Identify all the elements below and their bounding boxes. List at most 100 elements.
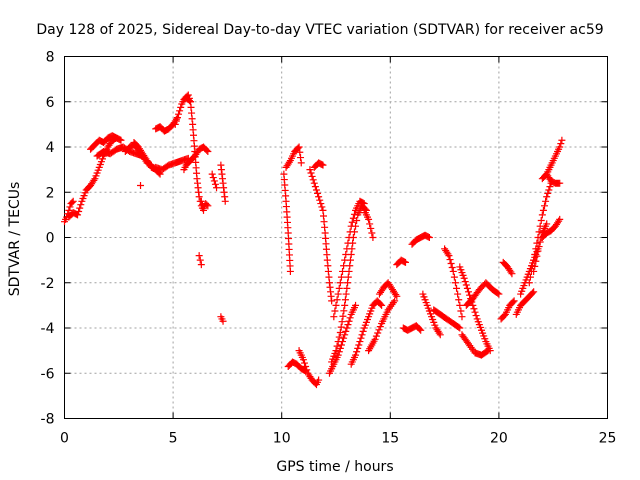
data-point-marker: [338, 318, 346, 326]
data-point-marker: [344, 321, 352, 329]
data-point-marker: [556, 143, 564, 151]
series-t29: [375, 279, 401, 300]
data-point-marker: [510, 297, 518, 305]
data-point-marker: [525, 279, 533, 287]
series-t32: [408, 231, 433, 248]
data-point-marker: [391, 297, 399, 305]
data-point-marker: [352, 301, 360, 309]
data-point-marker: [355, 341, 363, 349]
data-point-marker: [68, 198, 76, 206]
data-point-marker: [376, 323, 384, 331]
data-point-marker: [469, 301, 477, 309]
data-point-marker: [345, 267, 353, 275]
series-t05: [121, 141, 155, 169]
data-point-marker: [348, 245, 356, 253]
data-point-marker: [417, 326, 425, 334]
data-point-marker: [555, 217, 563, 225]
data-point-marker: [173, 114, 181, 122]
axis-ticks: 0 5 10 15 20 25 -8 -6 -4 -2 0 2 4 6 8: [41, 50, 617, 447]
data-point-marker: [371, 335, 379, 343]
data-point-marker: [556, 215, 564, 223]
data-point-marker: [472, 312, 480, 320]
series-t17: [280, 170, 294, 275]
data-point-marker: [495, 290, 503, 298]
data-point-marker: [65, 206, 73, 214]
data-point-marker: [66, 203, 74, 211]
data-point-marker: [195, 193, 203, 201]
data-point-marker: [334, 338, 342, 346]
data-point-marker: [90, 176, 98, 184]
data-point-marker: [352, 351, 360, 359]
data-point-marker: [357, 334, 365, 342]
data-point-marker: [346, 314, 354, 322]
data-point-marker: [334, 290, 342, 298]
series-t24: [330, 197, 368, 321]
series-t14: [208, 170, 221, 192]
data-point-marker: [306, 166, 314, 174]
data-point-marker: [483, 347, 491, 355]
x-tick-label: 10: [273, 431, 291, 447]
data-point-marker: [393, 292, 401, 300]
data-point-marker: [450, 273, 458, 281]
data-point-marker: [204, 202, 212, 210]
data-point-marker: [77, 201, 85, 209]
series-t22: [310, 159, 327, 171]
data-point-marker: [454, 290, 462, 298]
data-point-marker: [447, 260, 455, 268]
data-point-marker: [337, 273, 345, 281]
data-point-marker: [349, 234, 357, 241]
data-point-marker: [366, 220, 374, 228]
series-t31: [399, 322, 425, 334]
series-t28: [365, 297, 399, 355]
data-point-marker: [435, 329, 443, 337]
data-point-marker: [448, 263, 456, 271]
data-point-marker: [74, 211, 82, 219]
data-point-marker: [532, 257, 540, 265]
series-t33: [419, 290, 444, 339]
data-point-marker: [369, 234, 377, 241]
series-t25: [328, 202, 370, 366]
data-point-marker: [341, 331, 349, 339]
data-point-marker: [533, 252, 541, 260]
data-point-marker: [531, 262, 539, 270]
data-point-marker: [333, 296, 341, 304]
data-point-marker: [211, 180, 219, 188]
data-point-marker: [342, 290, 350, 298]
data-point-marker: [545, 186, 553, 194]
data-point-marker: [453, 284, 461, 292]
series-t40: [497, 297, 518, 323]
series-t46: [538, 215, 564, 241]
data-point-marker: [436, 331, 444, 339]
data-point-marker: [219, 317, 227, 325]
data-point-marker: [301, 359, 309, 367]
data-point-marker: [297, 154, 305, 162]
series-t21: [306, 166, 336, 305]
data-point-marker: [171, 120, 179, 128]
data-point-marker: [312, 186, 320, 194]
data-point-marker: [346, 262, 354, 270]
data-point-marker: [185, 94, 193, 102]
data-point-marker: [297, 159, 305, 167]
data-point-marker: [463, 284, 471, 292]
data-point-marker: [352, 222, 360, 230]
data-point-marker: [196, 256, 204, 264]
data-points: [61, 91, 566, 389]
data-point-marker: [556, 179, 564, 187]
data-point-marker: [147, 161, 155, 169]
y-tick-label: 8: [46, 50, 55, 66]
series-t19: [284, 358, 310, 375]
series-t02: [87, 132, 125, 153]
data-point-marker: [75, 207, 83, 215]
series-t13: [195, 252, 205, 269]
data-point-marker: [455, 323, 463, 331]
data-point-marker: [462, 281, 470, 289]
y-tick-label: -2: [41, 276, 55, 292]
data-point-marker: [319, 161, 327, 169]
data-point-marker: [335, 333, 343, 341]
data-point-marker: [203, 146, 211, 154]
chart-title: Day 128 of 2025, Sidereal Day-to-day VTE…: [36, 22, 603, 38]
series-t45: [538, 170, 564, 187]
data-point-marker: [341, 301, 349, 309]
data-point-marker: [336, 279, 344, 287]
